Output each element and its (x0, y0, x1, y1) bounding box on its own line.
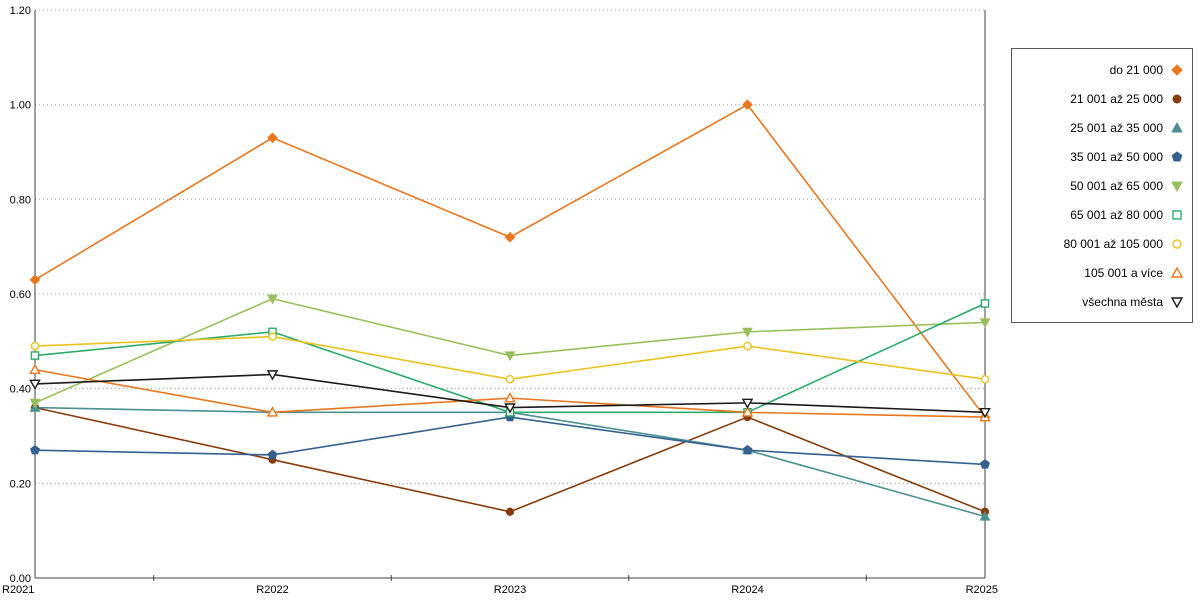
data-point-marker (742, 99, 753, 110)
data-point-marker (979, 408, 991, 419)
series-line-2 (34, 406, 986, 518)
series-line-0 (34, 103, 986, 418)
data-point-marker (980, 299, 990, 308)
chart-legend: do 21 000 21 001 až 25 000 25 001 až 35 00… (1011, 48, 1193, 323)
data-point-marker (1172, 94, 1182, 103)
legend-marker-icon (1170, 296, 1184, 308)
legend-marker-icon (1172, 209, 1182, 220)
data-point-marker (29, 363, 41, 375)
legend-item-3: 35 001 až 50 000 (1020, 142, 1184, 171)
legend-marker-icon (1171, 181, 1183, 192)
data-point-marker (1171, 63, 1183, 76)
series-line-4 (34, 297, 986, 404)
legend-item-7: 105 001 a více (1020, 258, 1184, 287)
data-point-marker (29, 398, 41, 409)
series-line-1 (34, 406, 986, 513)
data-point-marker (30, 444, 40, 455)
legend-item-label: 21 001 až 25 000 (1070, 91, 1163, 106)
legend-item-1: 21 001 až 25 000 (1020, 84, 1184, 113)
y-axis-tick-label: 0.80 (10, 194, 31, 206)
x-axis-tick-label: R2025 (966, 584, 998, 596)
y-axis-tick-label: 0.20 (10, 478, 31, 490)
legend-marker-icon (1172, 94, 1182, 103)
legend-item-label: do 21 000 (1109, 62, 1163, 77)
data-point-marker (979, 510, 991, 521)
legend-marker-icon (1170, 266, 1184, 278)
data-point-marker (979, 318, 991, 329)
legend-item-label: 105 001 a více (1084, 265, 1163, 280)
data-point-marker (980, 374, 990, 384)
data-point-marker (741, 398, 754, 409)
data-point-marker (29, 274, 41, 286)
data-point-marker (268, 332, 277, 341)
legend-item-5: 65 001 až 80 000 (1020, 200, 1184, 229)
x-axis-tick-label: R2024 (731, 584, 763, 596)
x-axis-tick-label: R2023 (494, 584, 526, 596)
data-point-marker (29, 379, 41, 390)
legend-marker-icon (1171, 150, 1183, 162)
legend-marker-icon (1172, 238, 1182, 249)
data-point-marker (267, 132, 278, 144)
y-axis-tick-label: 0.60 (10, 289, 31, 301)
y-axis-tick-label: 1.00 (10, 100, 31, 112)
legend-item-label: všechna města (1082, 294, 1163, 309)
data-point-marker (743, 341, 752, 351)
x-axis-tick-label: R2021 (2, 584, 34, 596)
data-point-marker (267, 294, 278, 305)
data-point-marker (267, 449, 278, 460)
data-point-marker (1171, 121, 1183, 132)
legend-item-0: do 21 000 (1020, 55, 1184, 84)
legend-item-label: 65 001 až 80 000 (1070, 207, 1163, 222)
data-point-marker (266, 406, 279, 417)
data-point-marker (30, 351, 40, 360)
data-point-marker (741, 406, 754, 417)
y-axis-tick-label: 0.40 (10, 384, 31, 396)
data-point-marker (980, 459, 990, 469)
data-point-marker (1170, 266, 1184, 278)
legend-item-label: 25 001 až 35 000 (1070, 120, 1163, 135)
data-point-marker (1172, 209, 1182, 220)
legend-item-label: 50 001 až 65 000 (1070, 178, 1163, 193)
data-point-marker (1170, 296, 1184, 308)
data-point-marker (505, 374, 515, 384)
legend-item-6: 80 001 až 105 000 (1020, 229, 1184, 258)
legend-item-label: 35 001 až 50 000 (1070, 149, 1163, 164)
y-axis-tick-label: 0.00 (10, 573, 31, 585)
data-point-marker (266, 370, 279, 381)
data-point-marker (742, 444, 753, 455)
y-axis-tick-label: 1.20 (10, 5, 31, 17)
data-point-marker (504, 231, 516, 243)
data-point-marker (742, 327, 753, 338)
legend-item-8: všechna města (1020, 287, 1184, 316)
data-point-marker (505, 507, 515, 516)
legend-marker-icon (1171, 121, 1183, 132)
data-point-marker (504, 403, 516, 414)
series-line-3 (34, 416, 986, 466)
legend-item-4: 50 001 až 65 000 (1020, 171, 1184, 200)
data-point-marker (504, 392, 516, 403)
data-point-marker (1172, 238, 1182, 249)
data-point-marker (1171, 150, 1183, 162)
x-axis-tick-label: R2022 (256, 584, 288, 596)
legend-item-label: 80 001 až 105 000 (1063, 236, 1163, 251)
data-point-marker (30, 341, 40, 351)
legend-item-2: 25 001 až 35 000 (1020, 113, 1184, 142)
legend-marker-icon (1171, 63, 1183, 76)
chart-plot-area: 0.00 0.20 0.40 0.60 0.80 1.00 1.20 R2021 R2022 R2… (2, 5, 998, 596)
data-point-marker (504, 351, 516, 362)
data-point-marker (1171, 181, 1183, 192)
